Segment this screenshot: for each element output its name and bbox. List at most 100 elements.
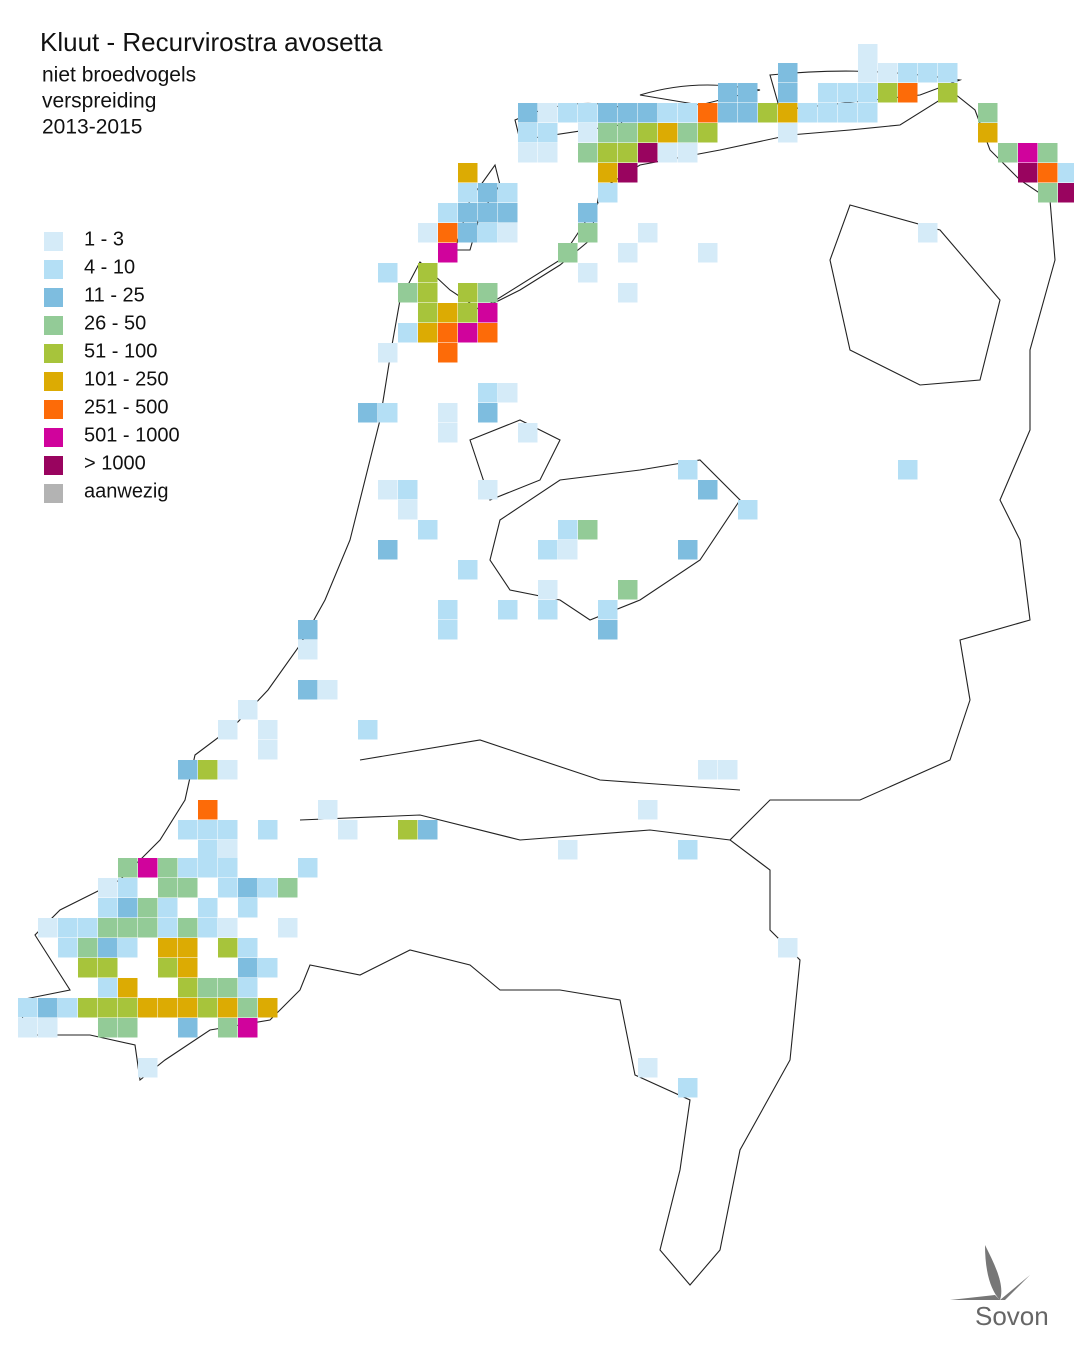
grid-cell <box>138 918 158 938</box>
grid-cell <box>118 858 138 878</box>
grid-cell <box>638 143 658 163</box>
grid-cell <box>298 680 318 700</box>
grid-cell <box>378 263 398 283</box>
grid-cell <box>618 163 638 183</box>
grid-cell <box>98 938 118 958</box>
grid-cell <box>298 640 318 660</box>
grid-cell <box>218 998 238 1018</box>
grid-cell <box>218 878 238 898</box>
grid-cell <box>58 998 78 1018</box>
grid-cell <box>538 600 558 620</box>
legend-label: 11 - 25 <box>84 284 145 306</box>
grid-cell <box>598 143 618 163</box>
grid-cell <box>238 1018 258 1038</box>
grid-cell <box>238 700 258 720</box>
grid-cell <box>58 938 78 958</box>
grid-cell <box>378 403 398 423</box>
grid-cell <box>478 403 498 423</box>
grid-cell <box>418 520 438 540</box>
grid-cell <box>218 858 238 878</box>
grid-cell <box>378 343 398 363</box>
grid-cell <box>238 958 258 978</box>
legend-swatch <box>44 316 63 335</box>
grid-cell <box>778 63 798 83</box>
grid-cell <box>198 800 218 820</box>
grid-cell <box>38 1018 58 1038</box>
grid-cell <box>778 83 798 103</box>
grid-cell <box>458 223 478 243</box>
grid-cell <box>278 918 298 938</box>
grid-cell <box>1038 143 1058 163</box>
grid-cell <box>598 183 618 203</box>
legend-label: aanwezig <box>84 480 169 502</box>
grid-cell <box>478 203 498 223</box>
legend-label: > 1000 <box>84 452 146 474</box>
grid-cell <box>338 820 358 840</box>
grid-cell <box>398 820 418 840</box>
grid-cell <box>178 958 198 978</box>
grid-cell <box>98 1018 118 1038</box>
grid-cell <box>578 123 598 143</box>
grid-cell <box>358 720 378 740</box>
grid-cell <box>638 1058 658 1078</box>
grid-cell <box>538 123 558 143</box>
grid-cell <box>218 938 238 958</box>
grid-cell <box>178 858 198 878</box>
grid-cell <box>438 600 458 620</box>
grid-cell <box>1038 163 1058 183</box>
grid-cell <box>718 103 738 123</box>
grid-cell <box>458 560 478 580</box>
grid-cell <box>498 600 518 620</box>
subtitle: niet broedvogels <box>42 64 196 87</box>
grid-cell <box>678 840 698 860</box>
grid-cell <box>678 123 698 143</box>
grid-cell <box>58 918 78 938</box>
grid-cell <box>698 123 718 143</box>
grid-cell <box>478 323 498 343</box>
grid-cell <box>438 223 458 243</box>
grid-cell <box>738 103 758 123</box>
grid-cell <box>578 520 598 540</box>
grid-cell <box>418 820 438 840</box>
grid-cell <box>158 898 178 918</box>
grid-cell <box>378 480 398 500</box>
grid-cell <box>758 103 778 123</box>
grid-cell <box>878 63 898 83</box>
subtitle: verspreiding <box>42 90 156 113</box>
grid-cell <box>98 878 118 898</box>
grid-cell <box>478 383 498 403</box>
grid-cell <box>898 460 918 480</box>
grid-cell <box>778 938 798 958</box>
grid-cell <box>538 540 558 560</box>
grid-cell <box>858 103 878 123</box>
grid-cell <box>478 303 498 323</box>
grid-cell <box>558 243 578 263</box>
grid-cell <box>418 223 438 243</box>
grid-cell <box>238 998 258 1018</box>
grid-cell <box>18 998 38 1018</box>
grid-cell <box>618 580 638 600</box>
grid-cell <box>518 123 538 143</box>
grid-cell <box>238 898 258 918</box>
legend-swatch <box>44 456 63 475</box>
grid-cell <box>258 820 278 840</box>
grid-cell <box>838 103 858 123</box>
grid-cell <box>358 403 378 423</box>
grid-cell <box>218 820 238 840</box>
legend-swatch <box>44 484 63 503</box>
legend-label: 51 - 100 <box>84 340 157 362</box>
grid-cell <box>218 760 238 780</box>
grid-cell <box>618 143 638 163</box>
grid-cell <box>518 143 538 163</box>
grid-cell <box>158 958 178 978</box>
grid-cell <box>858 44 878 64</box>
grid-cell <box>438 423 458 443</box>
grid-cell <box>198 918 218 938</box>
grid-cell <box>118 898 138 918</box>
grid-cell <box>418 263 438 283</box>
grid-cell <box>198 978 218 998</box>
grid-cell <box>38 998 58 1018</box>
grid-cell <box>898 83 918 103</box>
grid-cell <box>558 840 578 860</box>
grid-cell <box>578 223 598 243</box>
